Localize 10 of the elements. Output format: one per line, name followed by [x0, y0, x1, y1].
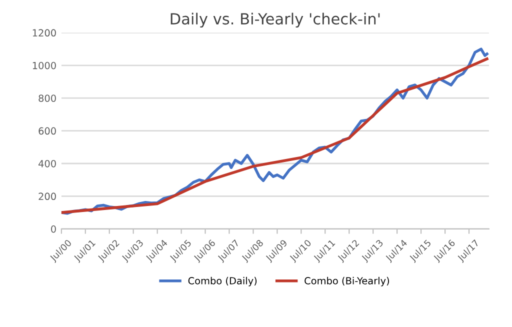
y-tick-label: 800	[38, 94, 56, 102]
y-tick-label: 1000	[32, 62, 56, 70]
y-tick-label: 600	[38, 127, 56, 135]
chart-title: Daily vs. Bi-Yearly 'check-in'	[170, 12, 380, 28]
y-tick-label: 200	[38, 192, 56, 200]
y-tick-label: 0	[51, 225, 56, 233]
y-tick-label: 400	[38, 160, 56, 168]
legend-label: Combo (Bi-Yearly)	[304, 276, 389, 286]
legend-label: Combo (Daily)	[188, 276, 257, 286]
y-tick-label: 1200	[32, 29, 56, 37]
